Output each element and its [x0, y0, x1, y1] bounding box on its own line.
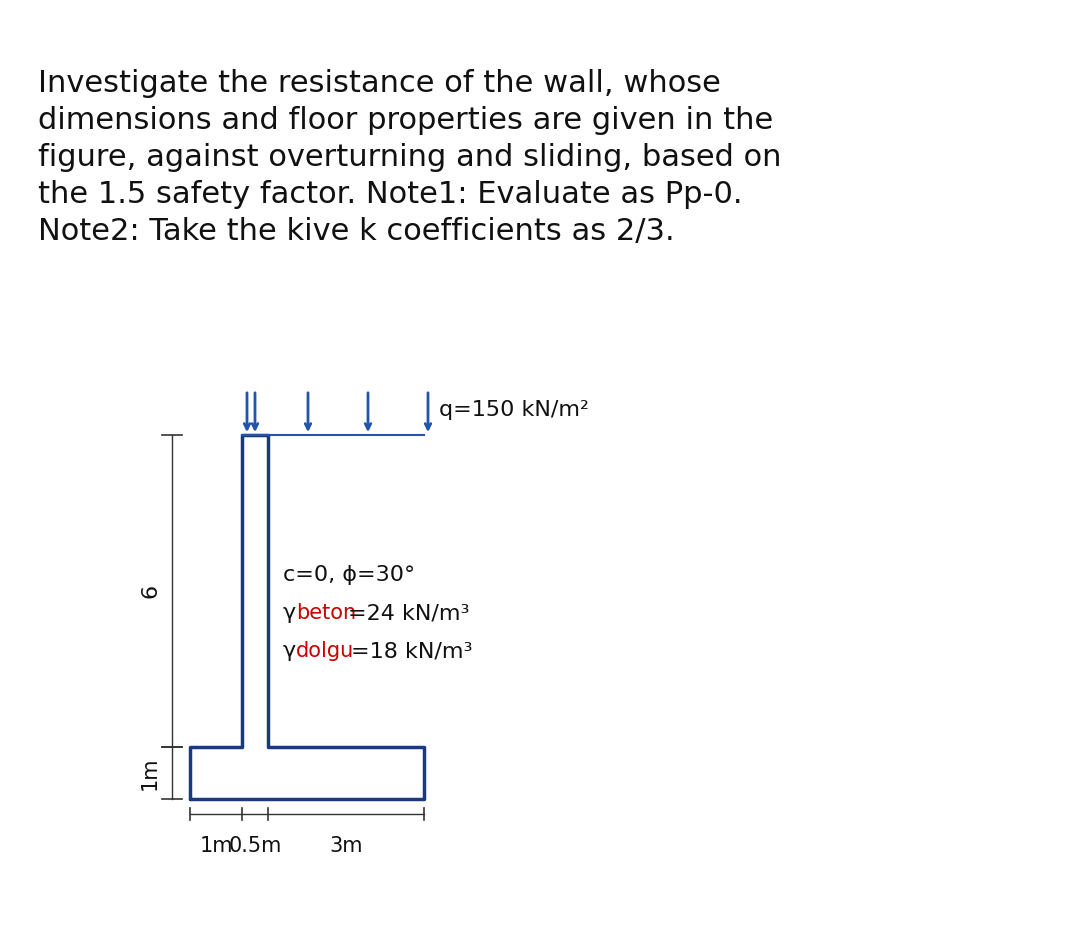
Text: 6: 6 — [140, 584, 160, 598]
Text: =18 kN/m³: =18 kN/m³ — [351, 641, 473, 661]
Text: q=150 kN/m²: q=150 kN/m² — [438, 400, 589, 420]
Text: 0.5m: 0.5m — [228, 836, 282, 856]
Text: =24 kN/m³: =24 kN/m³ — [348, 604, 470, 623]
Text: c=0, ϕ=30°: c=0, ϕ=30° — [283, 565, 415, 585]
Text: γ: γ — [283, 641, 296, 661]
Text: 1m: 1m — [140, 756, 160, 790]
Text: 1m: 1m — [199, 836, 233, 856]
Text: beton: beton — [296, 604, 356, 623]
Text: dolgu: dolgu — [296, 641, 354, 661]
Text: Investigate the resistance of the wall, whose
dimensions and floor properties ar: Investigate the resistance of the wall, … — [38, 69, 782, 246]
Text: γ: γ — [283, 604, 296, 623]
Text: 3m: 3m — [329, 836, 363, 856]
